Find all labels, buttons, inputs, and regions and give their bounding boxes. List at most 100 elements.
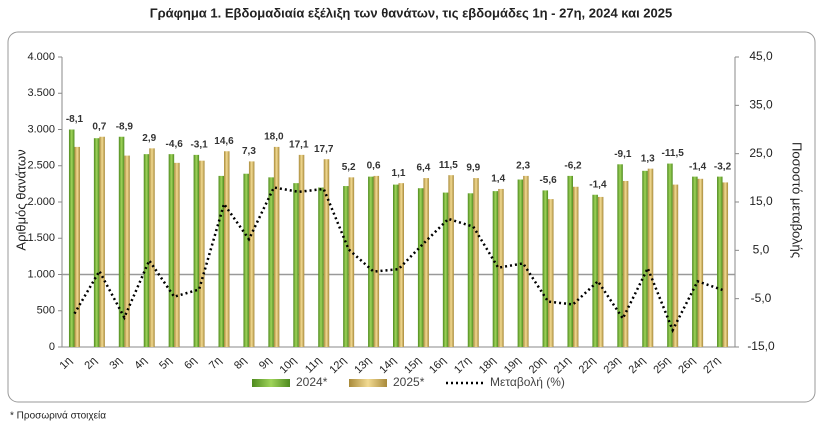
x-tick-label: 5η bbox=[157, 355, 174, 372]
x-tick-label: 3η bbox=[107, 355, 124, 372]
bar bbox=[368, 176, 374, 347]
bar bbox=[393, 184, 399, 347]
data-label: 2,3 bbox=[516, 161, 530, 172]
bar bbox=[93, 138, 100, 347]
data-label: 17,7 bbox=[314, 144, 334, 155]
data-label: 11,5 bbox=[439, 160, 458, 171]
bar bbox=[243, 173, 249, 347]
bar bbox=[74, 146, 80, 347]
data-label: 1,3 bbox=[641, 153, 655, 164]
bar bbox=[218, 175, 225, 347]
bar bbox=[448, 175, 454, 347]
bar bbox=[174, 162, 180, 347]
x-tick-label: 27η bbox=[701, 355, 722, 376]
bar bbox=[343, 186, 349, 347]
data-label: -8,1 bbox=[66, 114, 84, 125]
bar bbox=[548, 199, 554, 347]
data-label: 1,1 bbox=[392, 168, 406, 179]
x-tick-label: 11η bbox=[303, 355, 324, 376]
bar bbox=[542, 190, 549, 347]
bar bbox=[417, 188, 424, 347]
y2-tick-label: 25,0 bbox=[749, 146, 773, 160]
x-tick-label: 24η bbox=[626, 355, 647, 376]
x-tick-label: 4η bbox=[132, 355, 149, 372]
chart-title: Γράφημα 1. Εβδομαδιαία εξέλιξη των θανάτ… bbox=[150, 5, 672, 20]
bar bbox=[118, 136, 125, 347]
x-tick-label: 16η bbox=[427, 355, 448, 376]
bar bbox=[523, 175, 529, 347]
bar bbox=[567, 175, 573, 347]
bar bbox=[717, 176, 723, 347]
data-label: -9,1 bbox=[614, 149, 632, 160]
x-tick-label: 7η bbox=[207, 355, 224, 372]
y-tick-label: 1.000 bbox=[27, 268, 55, 280]
bar bbox=[298, 154, 305, 347]
legend-label: 2025* bbox=[393, 375, 425, 389]
bar bbox=[617, 164, 623, 347]
data-label: -6,2 bbox=[564, 161, 582, 172]
data-label: 1,4 bbox=[491, 174, 505, 185]
y2-tick-label: 35,0 bbox=[749, 98, 773, 112]
bar bbox=[492, 191, 499, 347]
bar bbox=[597, 196, 604, 347]
data-label: -11,5 bbox=[662, 148, 685, 159]
y-tick-label: 2.500 bbox=[27, 160, 55, 172]
data-label: -8,9 bbox=[116, 121, 134, 132]
y-axis-label: Αριθμός θανάτων bbox=[13, 149, 28, 250]
data-label: 14,6 bbox=[214, 136, 234, 147]
bar bbox=[149, 148, 155, 347]
bar bbox=[318, 187, 324, 347]
legend-label: Μεταβολή (%) bbox=[490, 375, 565, 389]
data-label: 17,1 bbox=[289, 140, 309, 151]
bar bbox=[672, 184, 679, 347]
bar bbox=[268, 177, 274, 347]
data-label: -3,1 bbox=[190, 140, 208, 151]
y-tick-label: 2.000 bbox=[27, 196, 55, 208]
x-tick-label: 17η bbox=[452, 355, 473, 376]
x-tick-label: 10η bbox=[278, 355, 299, 376]
x-tick-label: 9η bbox=[257, 355, 274, 372]
x-tick-label: 20η bbox=[527, 355, 548, 376]
bar bbox=[273, 146, 280, 347]
bar bbox=[99, 136, 105, 347]
y2-tick-label: -5,0 bbox=[751, 291, 772, 305]
data-label: -4,6 bbox=[166, 139, 184, 150]
bar bbox=[473, 178, 479, 347]
legend-swatch bbox=[349, 379, 387, 387]
x-tick-label: 22η bbox=[577, 355, 598, 376]
y2-axis-label: Ποσοστό μεταβολής bbox=[790, 142, 805, 258]
bar bbox=[442, 192, 449, 347]
data-label: -5,6 bbox=[539, 175, 557, 186]
y-tick-label: 500 bbox=[37, 305, 55, 317]
bar bbox=[124, 155, 130, 347]
x-tick-label: 6η bbox=[182, 355, 199, 372]
y2-tick-label: 45,0 bbox=[749, 49, 773, 63]
bar bbox=[348, 177, 355, 347]
y-tick-label: 3.500 bbox=[27, 87, 55, 99]
x-tick-label: 8η bbox=[232, 355, 249, 372]
legend-swatch bbox=[252, 379, 290, 387]
x-tick-label: 1η bbox=[57, 355, 74, 372]
bar bbox=[248, 161, 255, 347]
data-label: -1,4 bbox=[689, 161, 707, 172]
bar bbox=[373, 175, 380, 347]
x-tick-label: 25η bbox=[651, 355, 672, 376]
data-label: 5,2 bbox=[342, 162, 356, 173]
x-tick-label: 18η bbox=[477, 355, 498, 376]
line bbox=[73, 186, 723, 334]
bar bbox=[423, 178, 429, 347]
x-tick-label: 2η bbox=[82, 355, 99, 372]
bar bbox=[697, 178, 704, 347]
bar bbox=[323, 159, 330, 347]
bar bbox=[68, 129, 75, 347]
y-tick-label: 4.000 bbox=[27, 51, 55, 63]
x-tick-label: 13η bbox=[352, 355, 373, 376]
bar bbox=[168, 154, 175, 347]
data-label: -1,4 bbox=[589, 179, 607, 190]
data-label: 18,0 bbox=[264, 132, 284, 143]
data-label: 0,7 bbox=[92, 121, 106, 132]
bar bbox=[592, 194, 598, 347]
y-tick-label: 0 bbox=[49, 341, 55, 353]
